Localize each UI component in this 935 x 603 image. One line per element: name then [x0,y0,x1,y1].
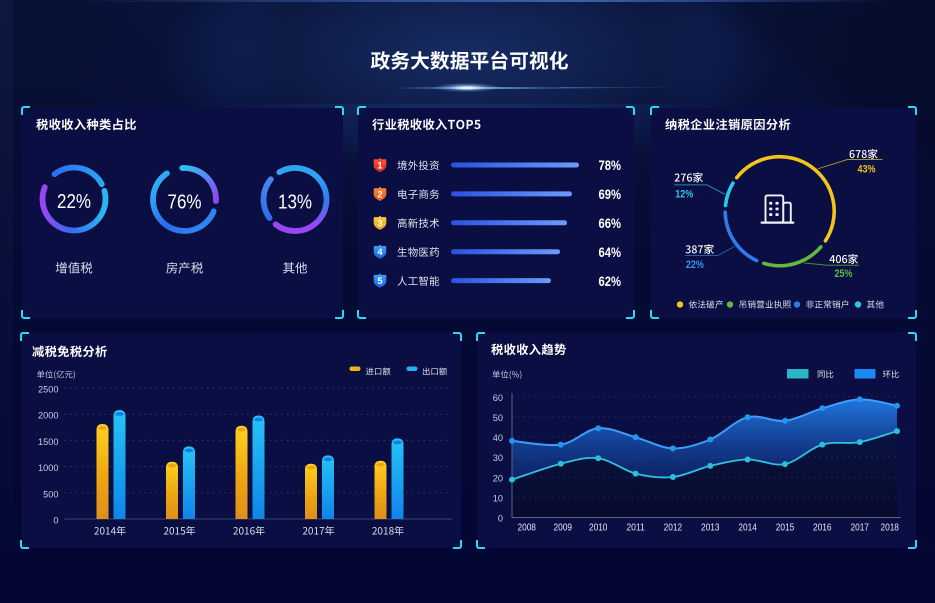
svg-text:2000: 2000 [38,411,58,421]
svg-text:25%: 25% [835,268,853,280]
svg-text:2010: 2010 [589,523,608,534]
svg-text:2011: 2011 [626,523,645,534]
svg-text:40: 40 [493,433,503,443]
svg-text:5: 5 [377,276,382,286]
svg-text:4: 4 [377,247,383,257]
svg-text:64%: 64% [599,243,622,259]
svg-text:2017: 2017 [850,523,869,534]
svg-text:2: 2 [377,189,382,199]
svg-text:22%: 22% [686,259,704,271]
svg-text:30: 30 [493,453,503,463]
svg-text:10: 10 [493,494,503,504]
svg-text:12%: 12% [675,188,693,200]
svg-text:69%: 69% [599,186,622,202]
svg-text:2013: 2013 [701,523,720,534]
svg-text:50: 50 [493,413,503,423]
svg-text:0: 0 [498,514,503,524]
svg-text:3: 3 [377,218,382,228]
svg-text:2018: 2018 [880,523,899,534]
svg-text:13%: 13% [278,190,312,213]
svg-text:500: 500 [43,489,58,499]
svg-text:1: 1 [377,160,382,170]
svg-text:2009: 2009 [554,523,573,534]
svg-text:2014: 2014 [738,523,757,534]
svg-text:1500: 1500 [38,437,58,447]
svg-text:76%: 76% [168,190,202,213]
svg-text:2015: 2015 [776,523,795,534]
svg-text:2008: 2008 [517,523,536,534]
svg-text:62%: 62% [599,272,622,288]
svg-text:20: 20 [493,473,503,483]
svg-text:66%: 66% [599,215,622,231]
svg-text:60: 60 [493,393,503,403]
svg-text:78%: 78% [599,157,622,173]
svg-text:43%: 43% [858,163,876,175]
svg-text:22%: 22% [57,190,91,213]
svg-text:1000: 1000 [38,463,58,473]
svg-text:0: 0 [53,516,58,526]
svg-text:2016: 2016 [813,523,832,534]
svg-text:2500: 2500 [38,385,58,395]
svg-text:2012: 2012 [664,523,683,534]
